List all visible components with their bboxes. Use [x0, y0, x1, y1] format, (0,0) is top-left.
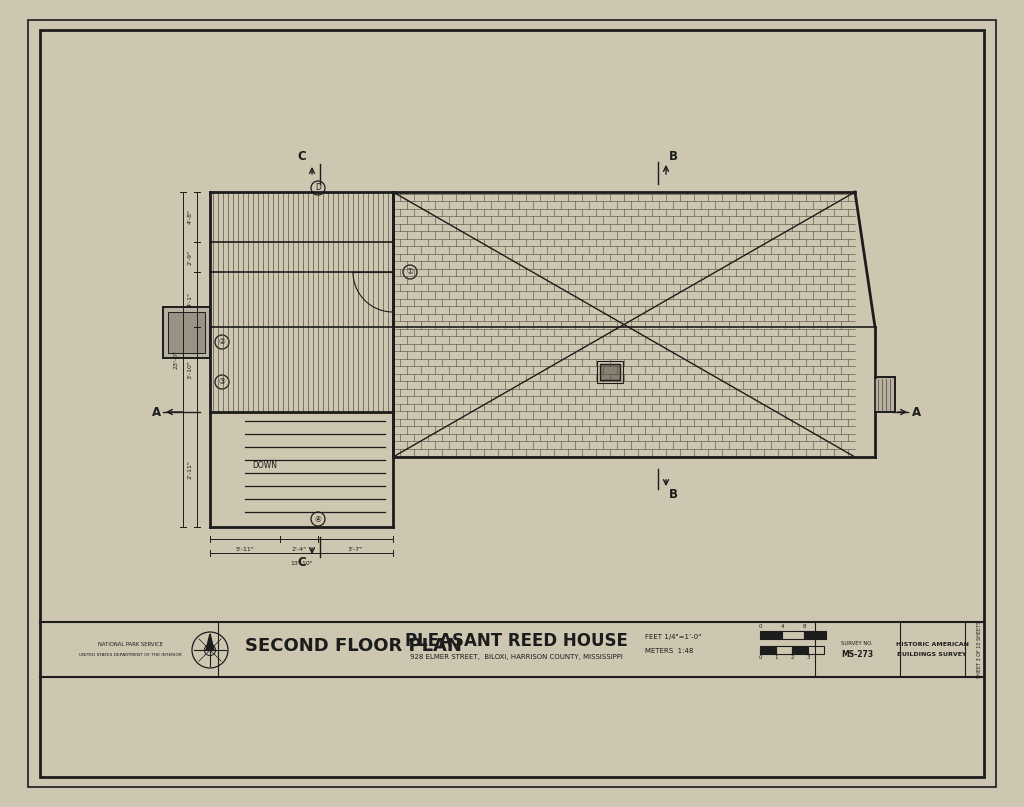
- Text: 8: 8: [802, 624, 806, 629]
- Text: PLEASANT REED HOUSE: PLEASANT REED HOUSE: [404, 633, 628, 650]
- Text: UNITED STATES DEPARTMENT OF THE INTERIOR: UNITED STATES DEPARTMENT OF THE INTERIOR: [79, 653, 181, 657]
- Text: 0: 0: [758, 624, 762, 629]
- Bar: [782, 631, 804, 639]
- Text: 4'-1": 4'-1": [188, 292, 193, 307]
- Polygon shape: [855, 192, 874, 327]
- Text: HISTORIC AMERICAN: HISTORIC AMERICAN: [896, 642, 969, 647]
- Text: SHEET 3 OF 10 SHEETS: SHEET 3 OF 10 SHEETS: [977, 621, 982, 678]
- Text: 2'-9": 2'-9": [188, 249, 193, 265]
- Text: 0: 0: [758, 655, 762, 660]
- Bar: [776, 646, 792, 654]
- Text: 3'-7": 3'-7": [348, 547, 364, 552]
- Text: 3: 3: [806, 655, 810, 660]
- Text: C: C: [298, 150, 306, 164]
- Text: B: B: [669, 150, 678, 164]
- Text: MS-273: MS-273: [841, 650, 873, 659]
- Bar: [597, 361, 623, 383]
- Text: A: A: [153, 405, 162, 419]
- Text: 2'-4": 2'-4": [292, 547, 306, 552]
- Bar: [600, 364, 620, 380]
- Text: 2'-11": 2'-11": [188, 460, 193, 479]
- Text: 928 ELMER STREET,  BILOXI, HARRISON COUNTY, MISSISSIPPI: 928 ELMER STREET, BILOXI, HARRISON COUNT…: [410, 654, 623, 660]
- Text: D: D: [315, 183, 321, 193]
- Text: 13'-10": 13'-10": [290, 561, 313, 566]
- Text: BUILDINGS SURVEY: BUILDINGS SURVEY: [897, 652, 967, 657]
- Text: SURVEY NO.: SURVEY NO.: [841, 641, 872, 646]
- Text: 5'-11": 5'-11": [236, 547, 254, 552]
- Bar: [874, 377, 895, 412]
- Bar: [163, 307, 210, 358]
- Bar: [210, 412, 393, 527]
- Bar: [168, 312, 205, 353]
- Bar: [210, 192, 393, 412]
- Text: A: A: [912, 405, 922, 419]
- Text: ①: ①: [407, 267, 414, 277]
- Text: ③: ③: [218, 378, 225, 387]
- Text: ④: ④: [314, 515, 322, 524]
- Polygon shape: [393, 192, 895, 457]
- Text: 1: 1: [774, 655, 778, 660]
- Text: 3'-10": 3'-10": [188, 360, 193, 379]
- Text: METERS  1:48: METERS 1:48: [645, 648, 693, 654]
- Bar: [808, 646, 824, 654]
- Text: 4'-8": 4'-8": [188, 210, 193, 224]
- Bar: [760, 646, 776, 654]
- Text: SECOND FLOOR PLAN: SECOND FLOOR PLAN: [245, 637, 462, 655]
- Text: ②: ②: [218, 337, 225, 346]
- Bar: [804, 631, 826, 639]
- Text: FEET 1/4"=1’-0": FEET 1/4"=1’-0": [645, 634, 701, 640]
- Bar: [792, 646, 808, 654]
- Text: 4: 4: [780, 624, 783, 629]
- Polygon shape: [206, 634, 214, 650]
- Bar: [760, 631, 782, 639]
- Text: C: C: [298, 557, 306, 570]
- Text: DOWN: DOWN: [252, 461, 278, 470]
- Text: 23'-0": 23'-0": [174, 350, 179, 369]
- Text: B: B: [669, 488, 678, 501]
- Text: NATIONAL PARK SERVICE: NATIONAL PARK SERVICE: [97, 642, 163, 647]
- Text: 2: 2: [791, 655, 794, 660]
